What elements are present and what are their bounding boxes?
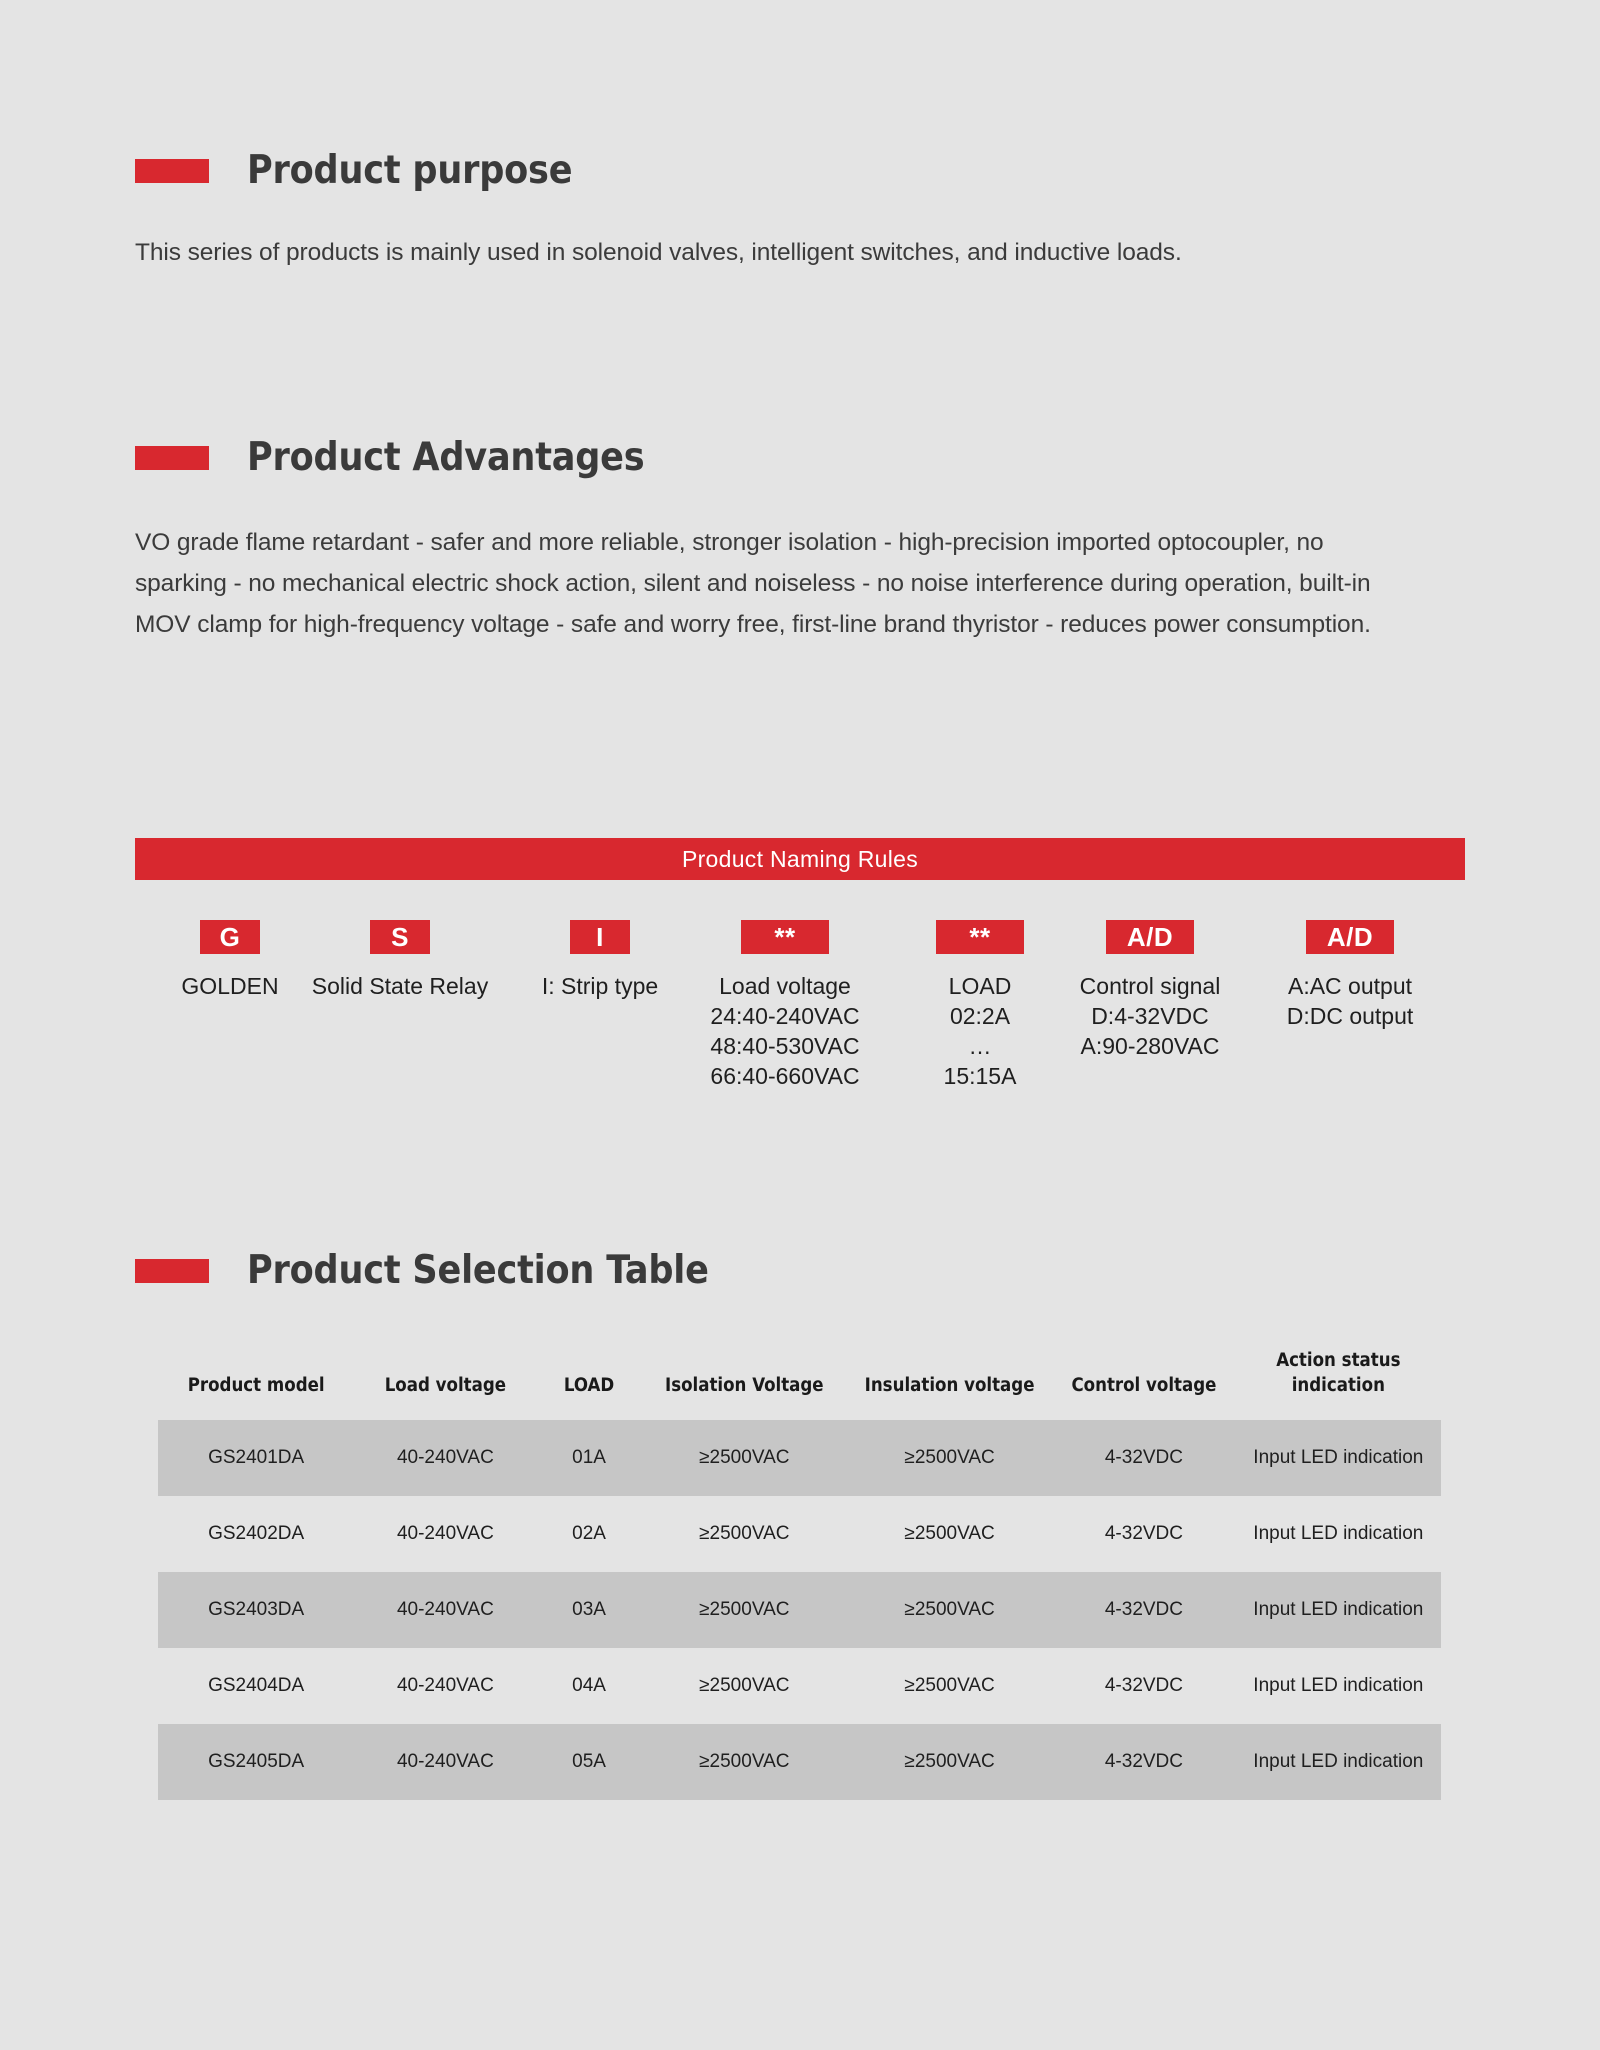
table-cell: ≥2500VAC — [904, 1675, 995, 1696]
naming-rule-caption: A:AC output D:DC output — [1286, 973, 1414, 1029]
product-advantages-body-text: VO grade flame retardant - safer and mor… — [135, 529, 1371, 638]
naming-rule-badge: A/D — [1106, 920, 1194, 954]
table-cell: ≥2500VAC — [846, 1420, 1053, 1496]
naming-rule-caption: LOAD 02:2A … 15:15A — [943, 973, 1017, 1089]
product-selection-table: Product model Load voltage LOAD Isolation V… — [158, 1340, 1441, 1800]
page-title-product-selection-table: Product Selection Table — [247, 1248, 709, 1293]
naming-rule-column-3: I I: Strip type — [520, 920, 680, 1001]
table-row: GS2401DA 40-240VAC 01A ≥2500VAC ≥2500VAC 4-32… — [158, 1420, 1441, 1496]
table-cell: 40-240VAC — [354, 1724, 537, 1800]
table-cell: 02A — [572, 1523, 606, 1544]
table-cell: 4-32VDC — [1052, 1572, 1236, 1648]
table-cell: ≥2500VAC — [699, 1523, 790, 1544]
table-cell: Input LED indication — [1235, 1724, 1441, 1800]
naming-rule-caption: I: Strip type — [541, 973, 659, 999]
naming-rule-badge: G — [200, 920, 260, 954]
table-cell: 4-32VDC — [1104, 1675, 1184, 1696]
naming-rule-badge: I — [570, 920, 630, 954]
table-cell: ≥2500VAC — [846, 1572, 1053, 1648]
table-column-header-2: Load voltage — [384, 1375, 507, 1396]
table-cell: GS2403DA — [158, 1572, 355, 1648]
section-heading-product-advantages: Product Advantages — [135, 435, 645, 480]
table-cell: ≥2500VAC — [904, 1523, 995, 1544]
naming-rule-caption: Solid State Relay — [311, 973, 489, 999]
heading-accent-bar-icon — [135, 445, 209, 470]
page-title-product-purpose: Product purpose — [247, 148, 573, 193]
table-row: GS2402DA 40-240VAC 02A ≥2500VAC ≥2500VAC 4-32… — [158, 1496, 1441, 1572]
table-row: GS2403DA 40-240VAC 03A ≥2500VAC ≥2500VAC 4-32… — [158, 1572, 1441, 1648]
table-cell: 05A — [536, 1724, 642, 1800]
naming-rule-badge: A/D — [1306, 920, 1394, 954]
heading-accent-bar-icon — [135, 158, 209, 183]
table-cell: ≥2500VAC — [699, 1675, 790, 1696]
table-cell: ≥2500VAC — [641, 1420, 847, 1496]
naming-rule-badge: ** — [741, 920, 829, 954]
section-heading-product-purpose: Product purpose — [135, 148, 573, 193]
table-cell: 4-32VDC — [1104, 1523, 1184, 1544]
table-column-header-1: Product model — [187, 1375, 325, 1396]
table-cell: GS2401DA — [158, 1420, 355, 1496]
table-body: GS2401DA 40-240VAC 01A ≥2500VAC ≥2500VAC 4-32… — [158, 1420, 1441, 1800]
table-cell: 4-32VDC — [1052, 1724, 1236, 1800]
table-cell: Input LED indication — [1253, 1523, 1424, 1544]
table-cell: ≥2500VAC — [846, 1724, 1053, 1800]
table-cell: Input LED indication — [1235, 1572, 1441, 1648]
naming-rule-caption: Load voltage 24:40-240VAC 48:40-530VAC 6… — [710, 973, 860, 1089]
product-naming-rules-banner-label: Product Naming Rules — [681, 845, 919, 872]
table-column-header-5: Insulation voltage — [864, 1375, 1035, 1396]
naming-rule-badge: S — [370, 920, 430, 954]
page-title-product-advantages: Product Advantages — [247, 435, 645, 480]
product-naming-rules-columns: G GOLDEN S Solid State Relay I I: Strip type *… — [135, 920, 1465, 1091]
table-cell: 40-240VAC — [354, 1420, 537, 1496]
table-row: GS2404DA 40-240VAC 04A ≥2500VAC ≥2500VAC 4-32… — [158, 1648, 1441, 1724]
section-heading-product-selection-table: Product Selection Table — [135, 1248, 709, 1293]
table-cell: 04A — [572, 1675, 606, 1696]
naming-rule-caption: Control signal D:4-32VDC A:90-280VAC — [1079, 973, 1221, 1059]
table-cell: ≥2500VAC — [641, 1572, 847, 1648]
table-cell: GS2402DA — [208, 1523, 305, 1544]
table-column-header-4: Isolation Voltage — [665, 1375, 824, 1396]
table-column-header-7: Action status indication — [1276, 1350, 1401, 1396]
product-naming-rules-banner: Product Naming Rules — [135, 838, 1465, 880]
table-cell: 01A — [536, 1420, 642, 1496]
table-column-header-6: Control voltage — [1071, 1375, 1217, 1396]
table-cell: 40-240VAC — [396, 1523, 494, 1544]
table-header-row: Product model Load voltage LOAD Isolation V… — [158, 1340, 1441, 1420]
table-cell: Input LED indication — [1253, 1675, 1424, 1696]
naming-rule-column-2: S Solid State Relay — [293, 920, 508, 1001]
table-cell: GS2404DA — [208, 1675, 305, 1696]
naming-rule-column-6: A/D Control signal D:4-32VDC A:90-280VAC — [1050, 920, 1250, 1061]
naming-rule-badge: ** — [936, 920, 1024, 954]
table-cell: 03A — [536, 1572, 642, 1648]
table-cell: 40-240VAC — [354, 1572, 537, 1648]
table-cell: Input LED indication — [1235, 1420, 1441, 1496]
table-column-header-3: LOAD — [563, 1375, 615, 1396]
naming-rule-caption: GOLDEN — [181, 973, 279, 999]
table-cell: ≥2500VAC — [641, 1724, 847, 1800]
table-cell: GS2405DA — [158, 1724, 355, 1800]
product-purpose-body-text: This series of products is mainly used i… — [135, 239, 1182, 266]
naming-rule-column-1: G GOLDEN — [155, 920, 305, 1001]
naming-rule-column-5: ** LOAD 02:2A … 15:15A — [905, 920, 1055, 1091]
naming-rule-column-7: A/D A:AC output D:DC output — [1265, 920, 1435, 1031]
naming-rule-column-4: ** Load voltage 24:40-240VAC 48:40-530VAC… — [678, 920, 893, 1091]
table-cell: 4-32VDC — [1052, 1420, 1236, 1496]
table-row: GS2405DA 40-240VAC 05A ≥2500VAC ≥2500VAC 4-32… — [158, 1724, 1441, 1800]
heading-accent-bar-icon — [135, 1258, 209, 1283]
table-cell: 40-240VAC — [396, 1675, 494, 1696]
